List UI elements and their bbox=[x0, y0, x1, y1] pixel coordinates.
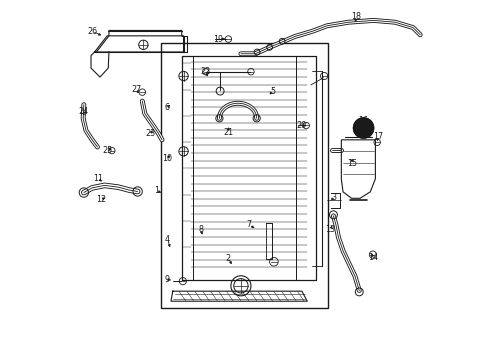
Text: 7: 7 bbox=[246, 220, 251, 229]
Text: 5: 5 bbox=[269, 86, 274, 95]
Text: 23: 23 bbox=[145, 129, 155, 138]
Text: 14: 14 bbox=[367, 253, 377, 262]
Text: 19: 19 bbox=[213, 35, 224, 44]
Text: 8: 8 bbox=[198, 225, 203, 234]
Text: 11: 11 bbox=[93, 174, 103, 183]
Text: 16: 16 bbox=[358, 116, 368, 125]
Text: 13: 13 bbox=[325, 225, 335, 234]
Text: 22: 22 bbox=[200, 67, 210, 76]
Text: 18: 18 bbox=[350, 12, 360, 21]
Text: 24: 24 bbox=[78, 107, 88, 116]
Text: 15: 15 bbox=[346, 159, 356, 168]
Text: 17: 17 bbox=[372, 132, 382, 141]
Text: 2: 2 bbox=[225, 254, 230, 263]
Bar bbox=[161, 43, 327, 309]
Text: 20: 20 bbox=[296, 121, 305, 130]
Text: 21: 21 bbox=[223, 128, 233, 137]
Text: 25: 25 bbox=[102, 146, 112, 155]
Text: 12: 12 bbox=[96, 195, 106, 204]
Circle shape bbox=[353, 118, 373, 138]
Text: 26: 26 bbox=[87, 27, 97, 36]
Text: 3: 3 bbox=[330, 193, 335, 202]
Text: 10: 10 bbox=[162, 154, 172, 163]
Text: 6: 6 bbox=[164, 103, 169, 112]
Text: 27: 27 bbox=[131, 85, 141, 94]
Text: 4: 4 bbox=[164, 235, 169, 244]
Text: 1: 1 bbox=[154, 186, 159, 195]
Text: 9: 9 bbox=[164, 275, 170, 284]
